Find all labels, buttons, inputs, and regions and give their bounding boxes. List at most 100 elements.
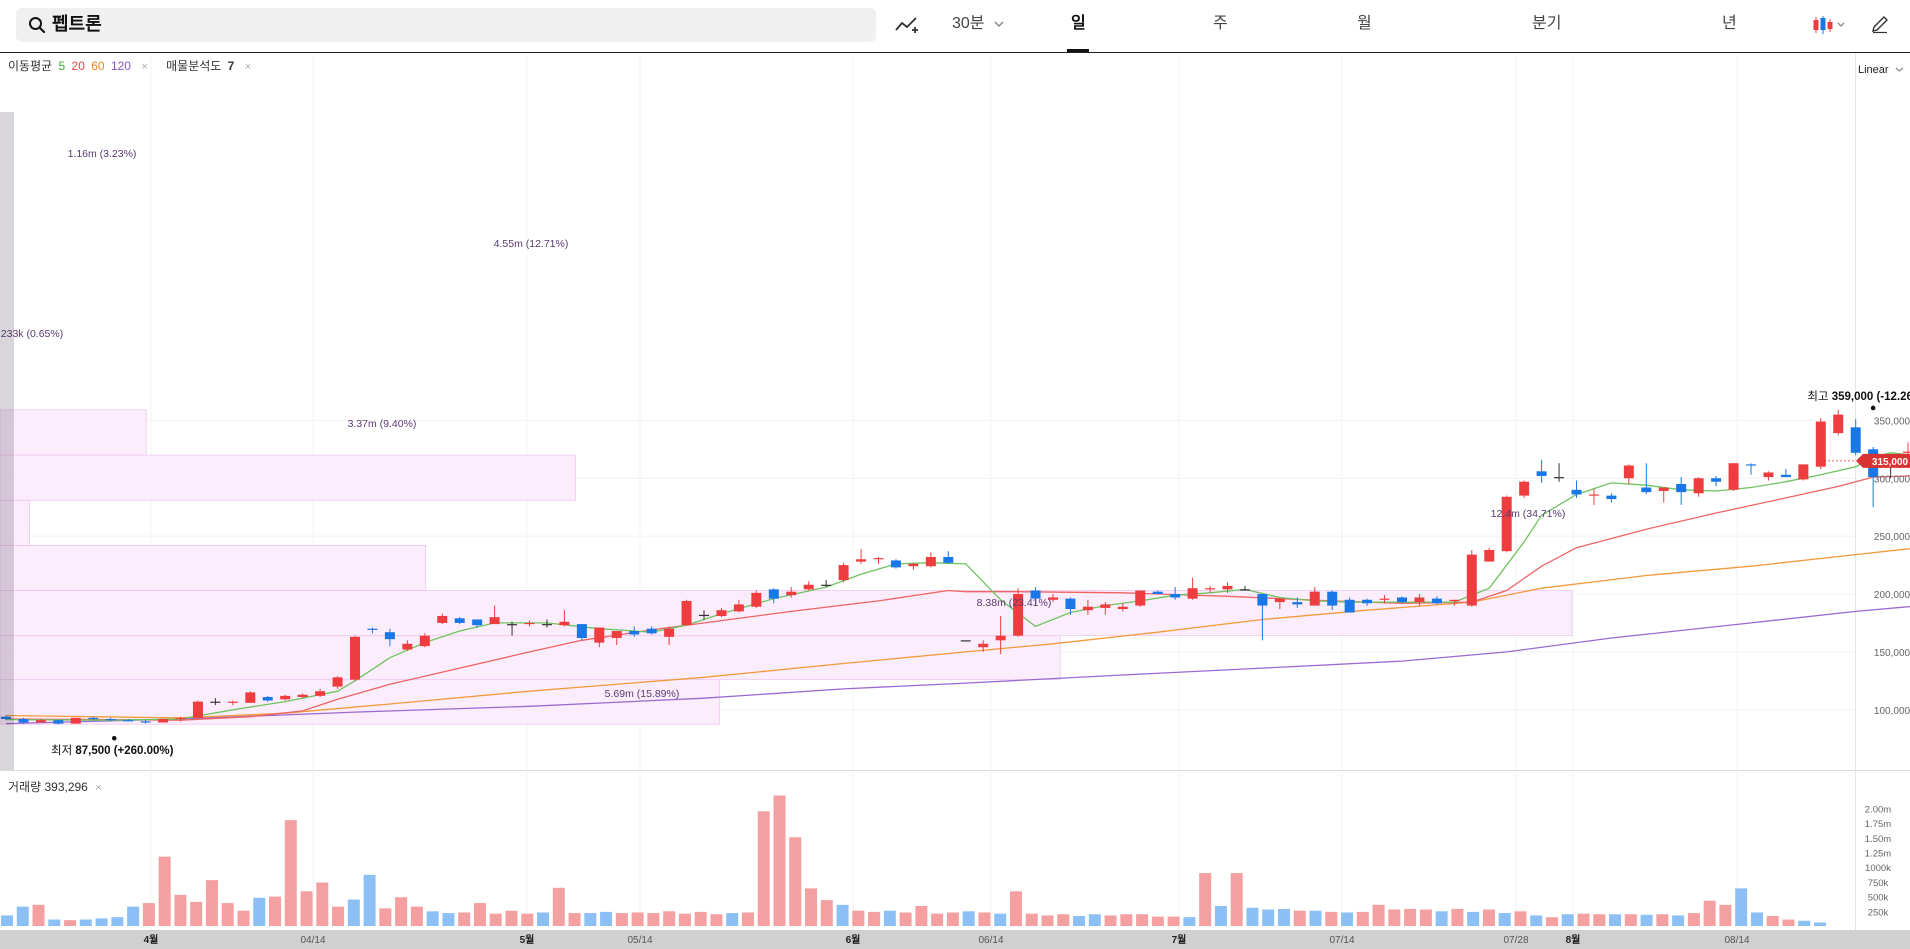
volume-bar[interactable] — [332, 906, 345, 926]
candle[interactable] — [821, 580, 832, 588]
candle[interactable] — [838, 562, 849, 583]
volume-bar[interactable] — [1183, 917, 1196, 926]
volume-bar[interactable] — [32, 904, 45, 926]
volume-bar[interactable] — [1419, 909, 1432, 926]
volume-bar[interactable] — [1309, 910, 1322, 926]
volume-bar[interactable] — [426, 911, 439, 926]
candle[interactable] — [1, 715, 11, 721]
tab-day[interactable]: 일 — [1071, 15, 1086, 32]
candle[interactable] — [1833, 409, 1844, 436]
candle[interactable] — [768, 588, 779, 604]
volume-bar[interactable] — [1246, 907, 1259, 926]
volume-bar[interactable] — [458, 912, 471, 926]
volume-bar[interactable] — [1120, 914, 1133, 926]
volume-bar[interactable] — [1719, 904, 1732, 926]
candle[interactable] — [716, 607, 727, 618]
volume-bar[interactable] — [584, 913, 597, 926]
candle[interactable] — [88, 716, 99, 721]
volume-legend-label[interactable]: 거래량 — [8, 780, 42, 794]
volume-bar[interactable] — [489, 913, 502, 926]
volume-bar[interactable] — [1814, 922, 1826, 926]
volume-bar[interactable] — [978, 912, 991, 926]
candle[interactable] — [175, 716, 186, 722]
volume-bar[interactable] — [773, 795, 786, 926]
ma-legend-label[interactable]: 이동평균 — [8, 59, 53, 73]
candle[interactable] — [1711, 475, 1722, 487]
candle[interactable] — [1780, 468, 1791, 478]
candle[interactable] — [437, 613, 448, 625]
volume-bar[interactable] — [552, 887, 565, 926]
candle[interactable] — [699, 610, 709, 620]
candle[interactable] — [1693, 477, 1704, 497]
volume-bar[interactable] — [127, 906, 140, 926]
volume-bar[interactable] — [1041, 915, 1054, 926]
volume-bar[interactable] — [1388, 909, 1401, 926]
candle[interactable] — [332, 676, 343, 689]
candle[interactable] — [1362, 598, 1373, 606]
candle[interactable] — [1239, 585, 1250, 591]
candle[interactable] — [1536, 459, 1547, 483]
candle[interactable] — [995, 615, 1006, 655]
candle[interactable] — [786, 587, 797, 598]
volume-bar[interactable] — [237, 910, 250, 926]
candle[interactable] — [1030, 587, 1041, 606]
chevron-down-icon[interactable] — [994, 20, 1004, 28]
candle[interactable] — [192, 700, 203, 718]
volume-bar[interactable] — [1687, 913, 1700, 926]
candle[interactable] — [629, 626, 640, 637]
volume-bar[interactable] — [1703, 900, 1716, 926]
volume-bar[interactable] — [1672, 915, 1685, 926]
candle[interactable] — [681, 599, 692, 626]
candle[interactable] — [1117, 603, 1128, 612]
candle[interactable] — [1571, 480, 1582, 498]
candle[interactable] — [733, 599, 744, 613]
candle[interactable] — [53, 720, 64, 725]
volume-bar[interactable] — [1104, 915, 1117, 926]
volume-bar[interactable] — [1356, 911, 1369, 926]
candle[interactable] — [472, 619, 483, 628]
volume-bar[interactable] — [95, 918, 108, 926]
candle[interactable] — [1641, 463, 1652, 495]
volume-bar[interactable] — [1435, 911, 1448, 926]
candle[interactable] — [297, 693, 308, 699]
candle[interactable] — [646, 626, 657, 635]
close-icon[interactable]: × — [141, 61, 148, 73]
volume-bar[interactable] — [946, 912, 959, 926]
candle[interactable] — [751, 590, 762, 608]
candle[interactable] — [908, 562, 919, 570]
volume-bar[interactable] — [678, 913, 691, 926]
candle[interactable] — [489, 605, 500, 625]
volume-bar[interactable] — [379, 908, 392, 926]
volume-bar[interactable] — [1404, 908, 1417, 926]
candle[interactable] — [1728, 463, 1739, 491]
volume-bar[interactable] — [1088, 914, 1101, 926]
volume-bar[interactable] — [1766, 916, 1779, 926]
candle[interactable] — [1327, 590, 1338, 611]
candle[interactable] — [559, 610, 570, 627]
volume-bar[interactable] — [600, 911, 613, 926]
volume-bar[interactable] — [694, 911, 707, 926]
volume-bar[interactable] — [1262, 909, 1275, 926]
candle[interactable] — [262, 695, 273, 702]
volume-bar[interactable] — [1498, 913, 1511, 926]
candle[interactable] — [803, 581, 814, 591]
volume-bar[interactable] — [883, 910, 896, 926]
candle[interactable] — [1519, 480, 1530, 498]
volume-bar[interactable] — [1545, 917, 1558, 926]
volume-bar[interactable] — [1025, 913, 1038, 926]
candle[interactable] — [1170, 587, 1181, 600]
volume-bar[interactable] — [1561, 914, 1574, 926]
volume-bar[interactable] — [48, 919, 61, 926]
volume-bar[interactable] — [253, 897, 266, 926]
volume-bar[interactable] — [631, 912, 644, 926]
volume-bar[interactable] — [158, 856, 171, 926]
volume-bar[interactable] — [205, 880, 218, 926]
candle[interactable] — [1658, 487, 1669, 503]
volume-bar[interactable] — [1593, 914, 1606, 926]
candle[interactable] — [350, 635, 360, 681]
volume-bar[interactable] — [1640, 914, 1653, 926]
volume-bar[interactable] — [1609, 914, 1622, 926]
candle[interactable] — [1257, 594, 1268, 641]
candle[interactable] — [1449, 599, 1460, 606]
